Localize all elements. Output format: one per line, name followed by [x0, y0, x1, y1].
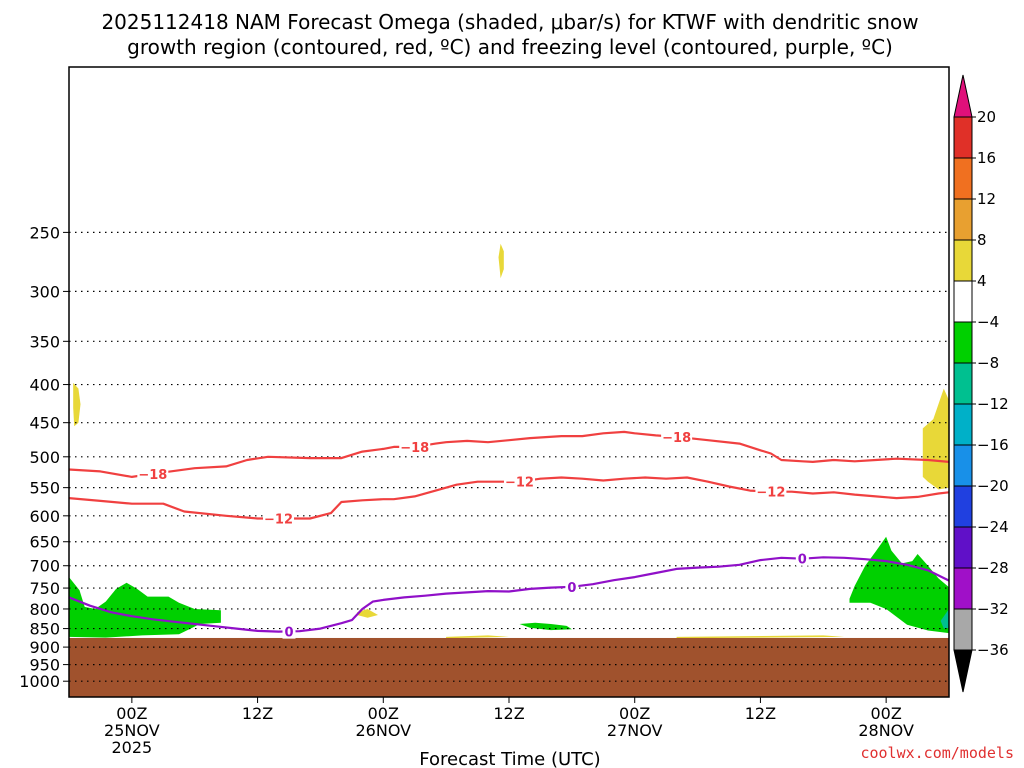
ground-below-surface: [69, 637, 949, 697]
y-axis-ticks: 2503003504004505005506006507007508008509…: [19, 223, 69, 691]
contour-label-bg-freezing-level-0-1: [565, 578, 579, 594]
omega-yellow-mid: [357, 609, 378, 618]
contour-label-freezing-level-0-1: 0: [567, 581, 576, 596]
colorbar-swatch-4: [953, 280, 973, 323]
colorbar-label-4: 4: [977, 272, 987, 290]
y-tick-label-500: 500: [29, 448, 60, 467]
omega-teal-right: [940, 609, 949, 629]
x-tick-label-3-0: 12Z: [493, 704, 524, 723]
colorbar-swatch-10: [953, 526, 973, 569]
x-tick-label-0-0: 00Z: [116, 704, 147, 723]
colorbar-label-10: −24: [977, 518, 1009, 536]
colorbar-label-6: −8: [977, 354, 999, 372]
colorbar-swatch-6: [953, 362, 973, 405]
x-tick-label-1-0: 12Z: [242, 704, 273, 723]
y-tick-label-650: 650: [29, 533, 60, 552]
colorbar-label-9: −20: [977, 477, 1009, 495]
x-tick-label-2-0: 00Z: [368, 704, 399, 723]
y-tick-label-250: 250: [29, 223, 60, 242]
x-tick-label-4-0: 00Z: [619, 704, 650, 723]
y-tick-label-550: 550: [29, 479, 60, 498]
y-tick-label-450: 450: [29, 414, 60, 433]
contour-label-freezing-level-0-0: 0: [284, 626, 293, 641]
y-tick-label-900: 900: [29, 638, 60, 657]
colorbar-swatch-9: [953, 485, 973, 528]
y-tick-label-600: 600: [29, 507, 60, 526]
colorbar-label-12: −32: [977, 600, 1009, 618]
colorbar-swatch-7: [953, 403, 973, 446]
omega-yellow-top: [498, 243, 504, 279]
contour-label-bg-dgz-minus18-0: [137, 465, 169, 481]
contour-label-dgz-minus12-0: −12: [264, 513, 293, 528]
colorbar-label-0: 20: [977, 108, 996, 126]
contour-label-bg-freezing-level-0-0: [282, 623, 296, 639]
colorbar-bottom-arrow: [953, 649, 973, 693]
omega-yellow-upper-left: [73, 382, 81, 427]
colorbar-label-8: −16: [977, 436, 1009, 454]
contour-label-bg-dgz-minus18-2: [661, 428, 693, 444]
contour-label-dgz-minus18-1: −18: [400, 441, 429, 456]
y-tick-label-400: 400: [29, 376, 60, 395]
colorbar-swatch-2: [953, 198, 973, 241]
contour-label-bg-dgz-minus12-1: [503, 473, 535, 489]
contour-label-bg-dgz-minus12-2: [755, 483, 787, 499]
x-tick-label-0-1: 25NOV: [104, 721, 160, 740]
colorbar-label-7: −12: [977, 395, 1009, 413]
colorbar-swatch-12: [953, 608, 973, 651]
x-tick-label-6-1: 28NOV: [858, 721, 914, 740]
colorbar-label-13: −36: [977, 641, 1009, 659]
colorbar-swatch-1: [953, 157, 973, 200]
y-tick-label-700: 700: [29, 557, 60, 576]
omega-yellow-right: [922, 388, 949, 490]
y-tick-label-1000: 1000: [19, 672, 60, 691]
y-tick-label-950: 950: [29, 656, 60, 675]
contour-label-freezing-level-0-2: 0: [798, 553, 807, 568]
colorbar-label-11: −28: [977, 559, 1009, 577]
x-tick-label-2-1: 26NOV: [355, 721, 411, 740]
colorbar-swatch-11: [953, 567, 973, 610]
x-tick-label-4-1: 27NOV: [607, 721, 663, 740]
plot-area: −18 −18 −18 −12 −12 −12 0 0 0: [68, 66, 950, 698]
chart-title-line-2: growth region (contoured, red, ºC) and f…: [127, 35, 893, 59]
colorbar-label-1: 16: [977, 149, 996, 167]
y-tick-label-300: 300: [29, 282, 60, 301]
contour-dgz-minus18: [69, 430, 949, 478]
colorbar-swatch-0: [953, 116, 973, 159]
chart-title-line-1: 2025112418 NAM Forecast Omega (shaded, μ…: [101, 10, 918, 34]
y-tick-label-350: 350: [29, 332, 60, 351]
credit-text: coolwx.com/models: [860, 744, 1014, 762]
contour-freezing-level-0: [69, 556, 949, 633]
omega-green-mid: [519, 622, 572, 631]
contour-layer: −18 −18 −18 −12 −12 −12 0 0 0: [69, 428, 949, 641]
contour-label-bg-freezing-level-0-2: [795, 550, 809, 566]
x-tick-label-6-0: 00Z: [870, 704, 901, 723]
colorbar-swatch-3: [953, 239, 973, 282]
contour-label-bg-dgz-minus18-1: [399, 438, 431, 454]
colorbar-top-arrow: [953, 74, 973, 118]
contour-label-dgz-minus12-2: −12: [756, 486, 785, 501]
grid-layer: [69, 231, 949, 682]
contour-label-dgz-minus12-1: −12: [505, 476, 534, 491]
x-tick-label-0-2: 2025: [111, 738, 152, 757]
omega-yellow-ground-b: [676, 635, 845, 639]
x-tick-label-5-0: 12Z: [745, 704, 776, 723]
omega-yellow-ground-a: [446, 635, 509, 639]
colorbar: 20 16 12 8 4 −4 −8 −12 −16 −20 −24 −28 −32 −36: [953, 74, 1009, 693]
colorbar-label-3: 8: [977, 231, 987, 249]
x-axis-title: Forecast Time (UTC): [419, 749, 600, 768]
colorbar-swatch-8: [953, 444, 973, 487]
y-tick-label-800: 800: [29, 600, 60, 619]
y-tick-label-750: 750: [29, 579, 60, 598]
contour-label-dgz-minus18-2: −18: [662, 431, 691, 446]
colorbar-label-5: −4: [977, 313, 999, 331]
contour-label-dgz-minus18-0: −18: [138, 468, 167, 483]
colorbar-swatch-5: [953, 321, 973, 364]
colorbar-label-2: 12: [977, 190, 996, 208]
contour-label-bg-dgz-minus12-0: [263, 510, 295, 526]
y-tick-label-850: 850: [29, 620, 60, 639]
